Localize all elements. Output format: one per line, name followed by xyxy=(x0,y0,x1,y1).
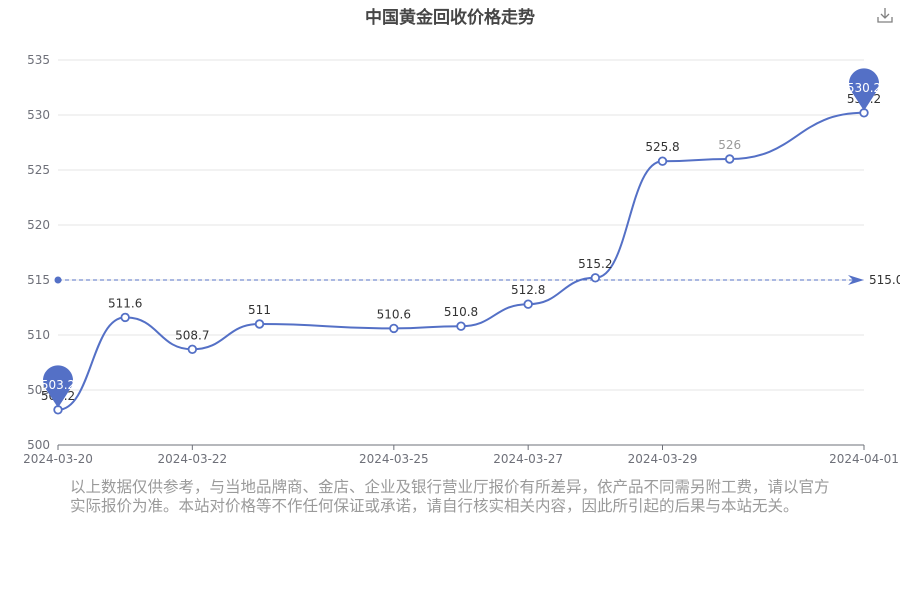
x-tick-label: 2024-03-25 xyxy=(359,452,429,466)
data-point xyxy=(254,319,265,329)
markpoint-pin-max xyxy=(849,68,879,111)
x-tick-label: 2024-03-22 xyxy=(157,452,227,466)
y-tick-label: 515 xyxy=(27,273,50,287)
y-tick-label: 520 xyxy=(27,218,50,232)
data-point xyxy=(389,323,399,334)
y-tick-label: 510 xyxy=(27,328,50,342)
data-label: 511.6 xyxy=(108,296,142,310)
series-line xyxy=(57,111,865,411)
chart-title: 中国黄金回收价格走势 xyxy=(365,8,535,28)
data-point xyxy=(187,344,198,354)
markline-label: 515.0 xyxy=(869,273,900,287)
data-label: 525.8 xyxy=(645,140,679,154)
data-point xyxy=(657,156,668,166)
data-label: 510.8 xyxy=(444,305,478,319)
data-point xyxy=(456,321,466,331)
data-label: 526 xyxy=(718,138,741,152)
data-label: 515.2 xyxy=(578,257,612,271)
x-tick-label: 2024-03-27 xyxy=(493,452,563,466)
data-point xyxy=(523,299,533,309)
markline-arrow xyxy=(848,275,864,285)
y-tick-label: 505 xyxy=(27,383,50,397)
x-tick-label: 2024-04-01 xyxy=(829,452,899,466)
disclaimer-text: 以上数据仅供参考，与当地品牌商、金店、企业及银行营业厅报价有所差异，依产品不同需… xyxy=(70,478,830,515)
download-icon[interactable] xyxy=(876,6,894,24)
markpoint-pin-min xyxy=(43,365,74,408)
data-point xyxy=(120,312,130,323)
y-tick-label: 500 xyxy=(27,438,50,452)
markline-start-dot xyxy=(54,276,62,284)
x-tick-label: 2024-03-29 xyxy=(628,452,698,466)
y-tick-label: 525 xyxy=(27,163,50,177)
data-point xyxy=(590,273,601,283)
data-point xyxy=(724,154,735,164)
markpoint-label-max: 530.2 xyxy=(847,81,881,95)
y-tick-label: 535 xyxy=(27,53,50,67)
data-label: 511 xyxy=(248,303,271,317)
markpoint-label-min: 503.2 xyxy=(41,378,75,392)
data-label: 512.8 xyxy=(511,283,545,297)
data-label: 510.6 xyxy=(377,307,411,321)
y-tick-label: 530 xyxy=(27,108,50,122)
x-tick-label: 2024-03-20 xyxy=(23,452,93,466)
data-label: 508.7 xyxy=(175,328,209,342)
chart-area: 500 505 510 515 520 525 530 535 2024-03-20 2024-0… xyxy=(23,53,900,466)
